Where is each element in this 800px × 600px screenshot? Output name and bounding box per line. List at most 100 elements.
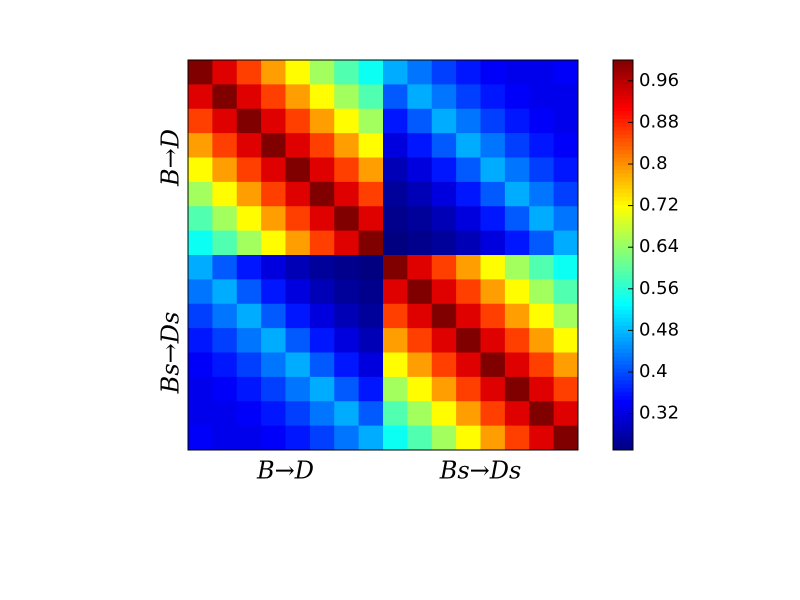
heatmap-cell xyxy=(407,376,433,402)
colorbar-segment xyxy=(613,430,633,435)
heatmap-cell xyxy=(358,181,384,207)
heatmap-cell xyxy=(383,279,408,305)
heatmap-cell xyxy=(285,279,311,305)
heatmap-cell xyxy=(212,108,238,134)
heatmap-cell xyxy=(285,352,311,378)
colorbar-tick-label: 0.72 xyxy=(639,195,679,216)
heatmap-cell xyxy=(358,279,384,305)
heatmap-cell xyxy=(309,230,335,256)
colorbar-segment xyxy=(613,340,633,346)
heatmap-cell xyxy=(309,255,335,280)
heatmap-cell xyxy=(309,425,335,451)
heatmap-cell xyxy=(407,181,433,207)
heatmap-cell xyxy=(358,303,384,329)
heatmap-cell xyxy=(407,401,433,427)
heatmap-cell xyxy=(358,108,384,134)
heatmap-cell xyxy=(504,157,530,183)
colorbar-segment xyxy=(613,297,633,303)
heatmap-cell xyxy=(334,401,360,427)
colorbar-segment xyxy=(613,255,633,260)
colorbar-segment xyxy=(613,336,633,342)
colorbar-segment xyxy=(613,134,633,139)
heatmap-cell xyxy=(407,206,433,232)
heatmap-cell xyxy=(407,108,433,134)
heatmap-cell xyxy=(236,133,262,158)
colorbar-segment xyxy=(613,130,633,135)
colorbar-segment xyxy=(613,243,633,248)
heatmap-cell xyxy=(334,206,360,232)
colorbar-segment xyxy=(613,157,633,162)
heatmap-cell xyxy=(456,157,481,183)
heatmap-cell xyxy=(431,352,457,378)
heatmap-cell xyxy=(431,279,457,305)
heatmap-cell xyxy=(261,108,286,134)
heatmap-cell xyxy=(480,425,506,451)
heatmap-cell xyxy=(407,60,433,85)
colorbar-tick-label: 0.4 xyxy=(639,361,668,382)
colorbar-segment xyxy=(613,169,633,174)
heatmap-cell xyxy=(309,328,335,353)
heatmap-cell xyxy=(358,206,384,232)
heatmap-cell xyxy=(334,60,360,85)
heatmap-cell xyxy=(480,401,506,427)
heatmap-cell xyxy=(188,352,213,378)
heatmap-cell xyxy=(504,303,530,329)
colorbar-segment xyxy=(613,399,633,404)
heatmap-cell xyxy=(431,425,457,451)
colorbar-segment xyxy=(613,106,633,112)
heatmap-cell xyxy=(188,401,213,427)
colorbar-segment xyxy=(613,438,633,443)
colorbar-segment xyxy=(613,368,633,373)
colorbar-frame xyxy=(612,59,634,451)
heatmap-cell xyxy=(529,181,555,207)
heatmap-cell xyxy=(358,133,384,158)
colorbar-segment xyxy=(613,79,633,84)
colorbar-segment xyxy=(613,138,633,143)
colorbar-segment xyxy=(613,227,633,233)
heatmap-cell xyxy=(285,108,311,134)
colorbar-segment xyxy=(613,177,633,182)
heatmap-cell xyxy=(407,303,433,329)
heatmap-cell xyxy=(358,157,384,183)
heatmap-cell xyxy=(212,157,238,183)
colorbar-segment xyxy=(613,67,633,73)
heatmap-cell xyxy=(456,425,481,451)
heatmap-cell xyxy=(553,84,579,110)
colorbar-segment xyxy=(613,60,633,65)
colorbar-segment xyxy=(613,309,633,314)
heatmap-cell xyxy=(407,279,433,305)
heatmap-cell xyxy=(431,328,457,353)
heatmap-cell xyxy=(358,60,384,85)
heatmap-cell xyxy=(334,352,360,378)
heatmap-cell xyxy=(236,84,262,110)
heatmap-cell xyxy=(309,133,335,158)
colorbar-segment xyxy=(613,149,633,155)
heatmap-cell xyxy=(334,230,360,256)
heatmap-cell xyxy=(529,206,555,232)
heatmap-cell xyxy=(261,328,286,353)
heatmap-cell xyxy=(504,328,530,353)
heatmap-cell xyxy=(212,279,238,305)
x-tick-label: Bs→Ds xyxy=(439,457,522,485)
heatmap-cell xyxy=(456,401,481,427)
heatmap-cell xyxy=(504,181,530,207)
heatmap-cell xyxy=(383,60,408,85)
colorbar-segment xyxy=(613,352,633,357)
heatmap-cell xyxy=(285,181,311,207)
colorbar-segment xyxy=(613,418,633,424)
colorbar-segment xyxy=(613,383,633,389)
heatmap-cell xyxy=(553,230,579,256)
heatmap-cell xyxy=(383,181,408,207)
colorbar-segment xyxy=(613,75,633,80)
heatmap-cell xyxy=(480,303,506,329)
heatmap-cell xyxy=(529,352,555,378)
heatmap-cell xyxy=(212,230,238,256)
heatmap-cell xyxy=(529,157,555,183)
heatmap-cell xyxy=(285,60,311,85)
colorbar-segment xyxy=(613,274,633,279)
heatmap-cell xyxy=(529,303,555,329)
heatmap-cell xyxy=(261,181,286,207)
colorbar-segment xyxy=(613,301,633,307)
heatmap-cell xyxy=(334,157,360,183)
